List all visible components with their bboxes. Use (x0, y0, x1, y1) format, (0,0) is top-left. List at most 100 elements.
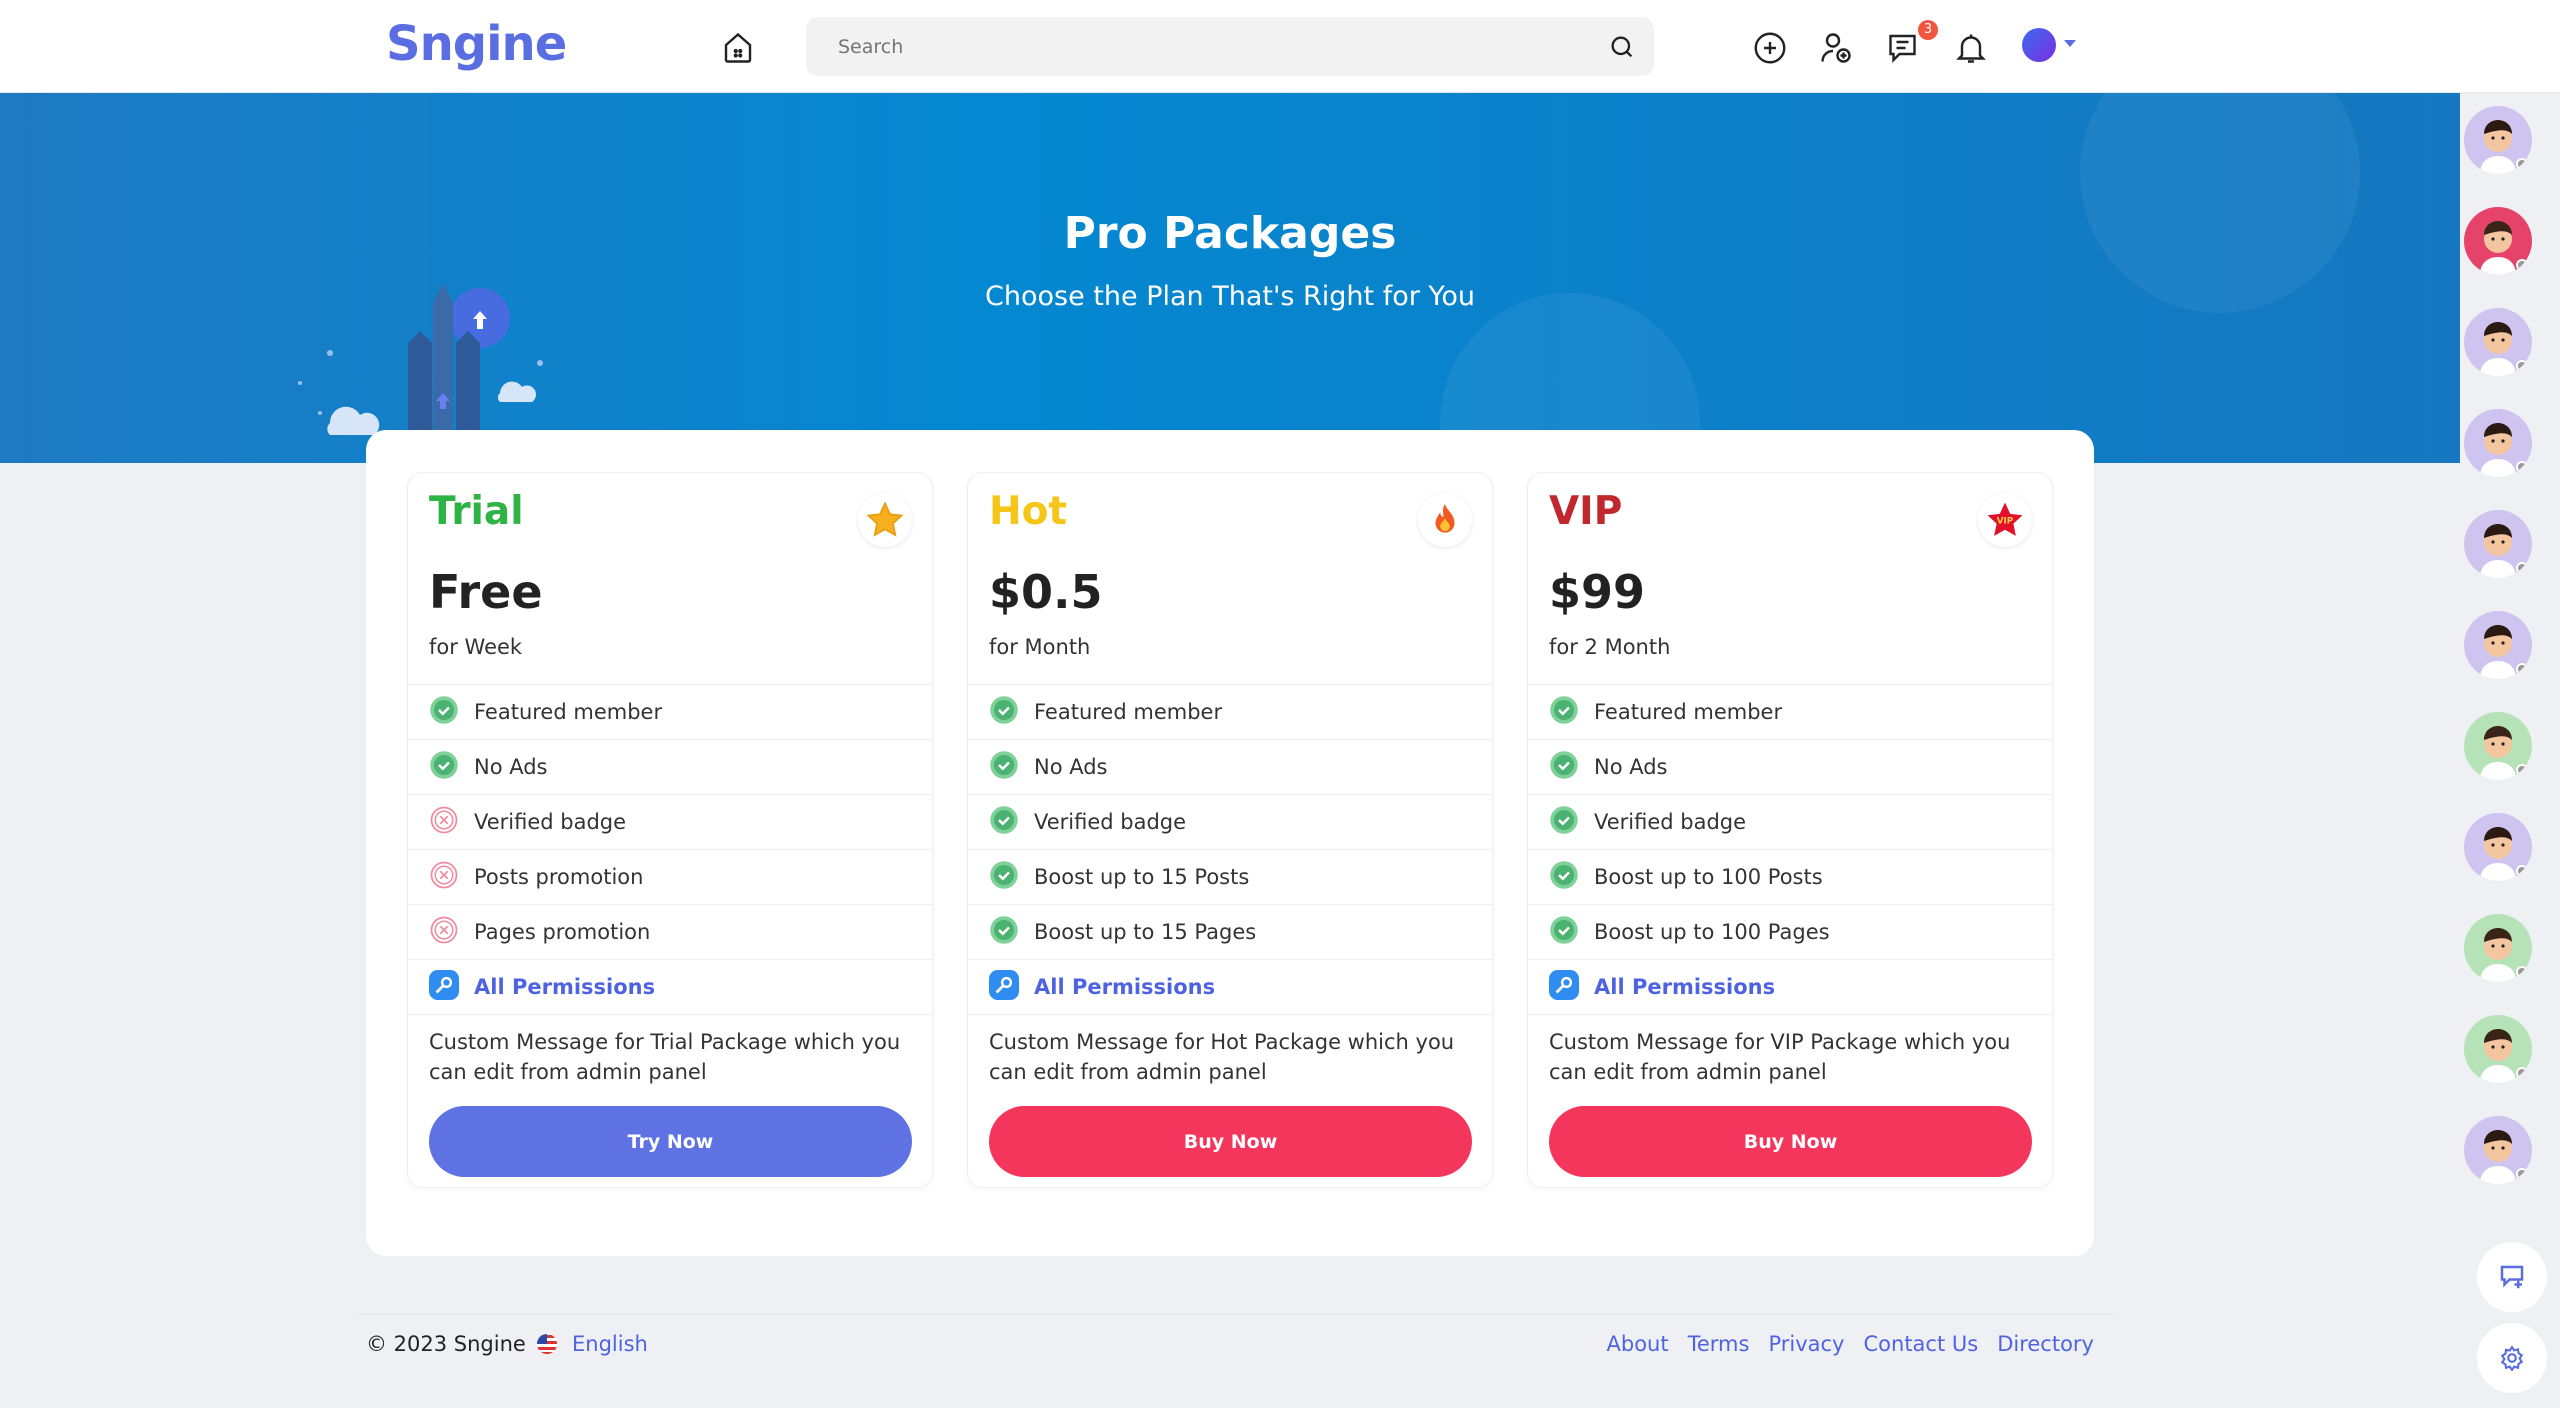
package-name: Trial (429, 489, 524, 534)
online-user-avatar[interactable] (2464, 611, 2532, 679)
feature-row: No Ads (968, 739, 1492, 794)
package-message: Custom Message for Trial Package which y… (408, 1014, 932, 1097)
permissions-row: All Permissions (968, 959, 1492, 1014)
friend-requests-icon[interactable] (1818, 30, 1854, 66)
online-user-avatar[interactable] (2464, 1015, 2532, 1083)
online-user-avatar[interactable] (2464, 308, 2532, 376)
user-avatar[interactable] (2022, 28, 2056, 62)
svg-text:VIP: VIP (1997, 517, 2014, 527)
feature-label: Boost up to 100 Posts (1594, 865, 1823, 889)
messages-icon[interactable] (1886, 30, 1922, 66)
home-icon[interactable] (720, 30, 756, 66)
footer-link-terms[interactable]: Terms (1687, 1332, 1750, 1356)
feature-label: Posts promotion (474, 865, 644, 889)
package-message: Custom Message for Hot Package which you… (968, 1014, 1492, 1097)
footer-link-about[interactable]: About (1606, 1332, 1669, 1356)
settings-button[interactable] (2477, 1323, 2547, 1393)
online-user-avatar[interactable] (2464, 1116, 2532, 1184)
footer-link-privacy[interactable]: Privacy (1768, 1332, 1845, 1356)
online-user-avatar[interactable] (2464, 914, 2532, 982)
online-user-avatar[interactable] (2464, 712, 2532, 780)
permissions-label[interactable]: All Permissions (1034, 975, 1216, 999)
package-card-hot: Hot $0.5 for Month Featured member No Ads… (967, 472, 1493, 1188)
online-user-avatar[interactable] (2464, 106, 2532, 174)
new-chat-button[interactable] (2477, 1242, 2547, 1312)
check-icon (429, 695, 474, 730)
online-user-avatar[interactable] (2464, 813, 2532, 881)
logo[interactable]: Sngine (386, 16, 567, 72)
feature-row: Pages promotion (408, 904, 932, 959)
feature-label: Verified badge (474, 810, 627, 834)
feature-label: Boost up to 15 Pages (1034, 920, 1257, 944)
packages-container: Trial Free for Week Featured member No Ad… (366, 430, 2094, 1256)
check-icon (1549, 805, 1594, 840)
page-subtitle: Choose the Plan That's Right for You (985, 281, 1475, 312)
feature-label: No Ads (1034, 755, 1108, 779)
cross-icon (429, 805, 474, 840)
create-icon[interactable] (1752, 30, 1788, 66)
offline-status-dot (2516, 562, 2528, 574)
check-icon (429, 750, 474, 785)
package-price: $99 (1549, 565, 1646, 619)
package-price: $0.5 (989, 565, 1103, 619)
search-input[interactable] (806, 17, 1566, 76)
feature-label: Featured member (474, 700, 663, 724)
offline-status-dot (2516, 663, 2528, 675)
buy-now-button[interactable]: Buy Now (1549, 1106, 2032, 1177)
check-icon (989, 805, 1034, 840)
chevron-down-icon[interactable] (2064, 40, 2076, 47)
check-icon (1549, 695, 1594, 730)
permissions-label[interactable]: All Permissions (1594, 975, 1776, 999)
feature-label: Verified badge (1594, 810, 1747, 834)
check-icon (989, 860, 1034, 895)
offline-status-dot (2516, 865, 2528, 877)
permissions-row: All Permissions (408, 959, 932, 1014)
page-title: Pro Packages (1063, 208, 1397, 259)
package-period: for Month (989, 635, 1091, 659)
online-user-avatar[interactable] (2464, 207, 2532, 275)
search-bar (806, 17, 1654, 76)
online-user-avatar[interactable] (2464, 409, 2532, 477)
check-icon (989, 915, 1034, 950)
offline-status-dot (2516, 1067, 2528, 1079)
footer-links: About Terms Privacy Contact Us Directory (1607, 1332, 2094, 1356)
feature-row: Verified badge (1528, 794, 2052, 849)
us-flag-icon (537, 1334, 557, 1354)
feature-label: Boost up to 15 Posts (1034, 865, 1250, 889)
online-user-avatar[interactable] (2464, 510, 2532, 578)
key-icon (1549, 969, 1594, 1005)
feature-label: Featured member (1594, 700, 1783, 724)
package-card-trial: Trial Free for Week Featured member No Ad… (407, 472, 933, 1188)
cross-icon (429, 860, 474, 895)
copyright: © 2023 Sngine (366, 1332, 526, 1356)
vip-star-icon: VIP (1978, 493, 2032, 547)
package-name: Hot (989, 489, 1068, 534)
language-selector[interactable]: English (536, 1332, 648, 1356)
footer-link-contact[interactable]: Contact Us (1863, 1332, 1979, 1356)
try-now-button[interactable]: Try Now (429, 1106, 912, 1177)
buy-now-button[interactable]: Buy Now (989, 1106, 1472, 1177)
package-period: for 2 Month (1549, 635, 1671, 659)
feature-list: Featured member No Ads Verified badge Boost… (968, 684, 1492, 1097)
feature-row: No Ads (1528, 739, 2052, 794)
feature-row: Featured member (1528, 684, 2052, 739)
offline-status-dot (2516, 158, 2528, 170)
feature-label: No Ads (474, 755, 548, 779)
gear-icon (2500, 1345, 2524, 1371)
footer-link-directory[interactable]: Directory (1997, 1332, 2094, 1356)
package-price: Free (429, 565, 543, 619)
notifications-bell-icon[interactable] (1953, 30, 1989, 66)
feature-label: Featured member (1034, 700, 1223, 724)
offline-status-dot (2516, 461, 2528, 473)
key-icon (989, 969, 1034, 1005)
offline-status-dot (2516, 764, 2528, 776)
hero-banner: Pro Packages Choose the Plan That's Righ… (0, 93, 2460, 463)
check-icon (989, 695, 1034, 730)
search-icon[interactable] (1608, 33, 1636, 61)
package-name: VIP (1549, 489, 1623, 534)
feature-row: Boost up to 15 Pages (968, 904, 1492, 959)
messages-badge: 3 (1918, 20, 1938, 40)
permissions-label[interactable]: All Permissions (474, 975, 656, 999)
top-navbar: Sngine 3 (0, 0, 2560, 93)
feature-label: Pages promotion (474, 920, 651, 944)
